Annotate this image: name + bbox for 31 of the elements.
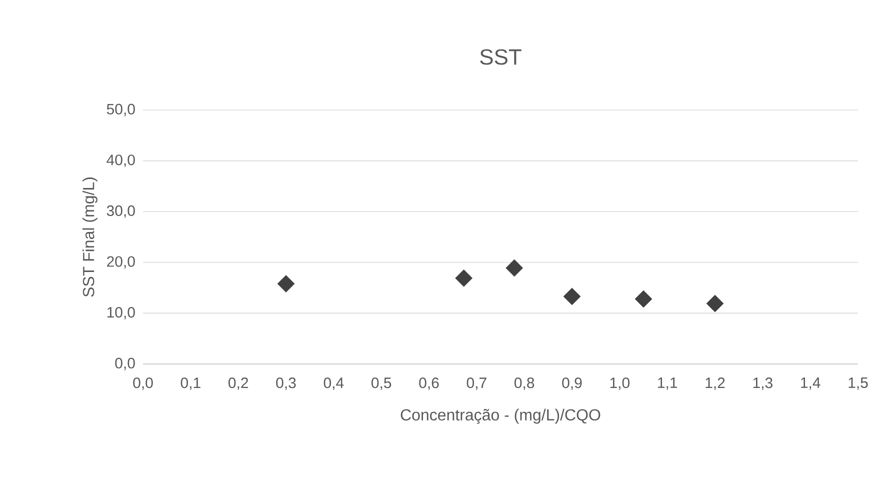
y-tick-label: 0,0 [115, 358, 135, 370]
x-tick-label: 0,8 [514, 378, 534, 390]
x-tick-label: 1,0 [610, 378, 630, 390]
point [277, 275, 295, 292]
y-tick-label: 20,0 [107, 256, 135, 269]
x-tick-label: 0,6 [419, 378, 439, 390]
x-tick-label: 1,4 [801, 378, 820, 390]
x-tick-label: 1,5 [848, 378, 868, 390]
y-axis-title: SST Final (mg/L) [82, 178, 98, 297]
point [634, 290, 652, 308]
y-tick-label: 40,0 [106, 154, 135, 167]
point [455, 269, 472, 287]
x-tick-label: 0,0 [133, 378, 153, 390]
point [506, 259, 524, 277]
x-tick-label: 0,5 [371, 378, 392, 390]
x-tick-label: 0,2 [228, 378, 248, 390]
x-tick-label: 0,7 [466, 378, 486, 390]
x-axis-title: Concentração - (mg/L)/CQO [400, 408, 600, 424]
x-tick-label: 1,3 [753, 378, 772, 390]
x-tick-label: 1,1 [658, 378, 678, 390]
y-tick-label: 50,0 [106, 104, 135, 116]
x-tick-label: 0,3 [276, 378, 296, 390]
x-tick-label: 0,9 [562, 378, 582, 390]
x-tick-label: 0,1 [180, 378, 200, 390]
point [563, 288, 581, 306]
x-tick-label: 0,4 [324, 378, 344, 390]
x-tick-label: 1,2 [706, 378, 725, 390]
y-tick-label: 10,0 [107, 307, 135, 320]
chart-title: SST [480, 49, 522, 65]
point [706, 294, 724, 312]
y-tick-label: 30,0 [106, 205, 135, 218]
